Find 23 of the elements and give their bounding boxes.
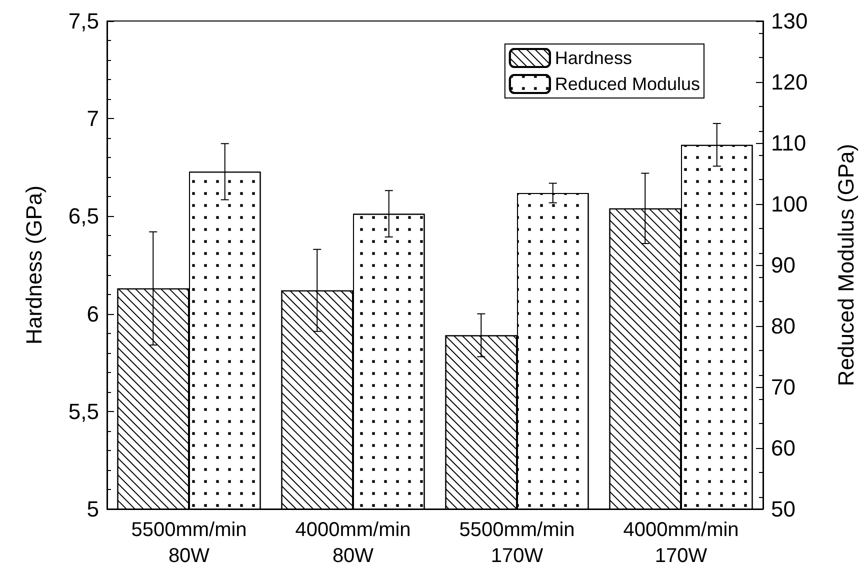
x-tick-label: 5500mm/min 80W <box>131 519 247 567</box>
y2-tick-label: 60 <box>771 436 796 460</box>
y-tick-label: 6,5 <box>68 204 99 229</box>
y-tick-label: 7,5 <box>68 8 99 34</box>
y2-axis-title: Reduced Modulus (GPa) <box>834 144 858 386</box>
x-tick-label: 4000mm/min 170W <box>623 519 739 567</box>
y-tick-label: 5,5 <box>68 398 99 424</box>
y2-tick-label: 90 <box>771 252 796 278</box>
legend-label: Reduced Modulus <box>554 74 700 94</box>
y2-tick-label: 100 <box>771 192 808 216</box>
y2-tick-label: 80 <box>771 314 796 338</box>
y-tick-label: 5 <box>86 496 99 522</box>
y2-tick-label: 110 <box>771 130 806 156</box>
y2-tick-label: 70 <box>771 374 796 400</box>
y-tick-label: 6 <box>86 301 99 326</box>
y-tick-label: 7 <box>86 106 99 132</box>
x-tick-label: 5500mm/min 170W <box>459 519 575 567</box>
y-axis-title: Hardness (GPa) <box>22 186 46 344</box>
x-tick-label: 4000mm/min 80W <box>295 519 411 567</box>
legend-label: Hardness <box>554 48 632 68</box>
y2-tick-label: 50 <box>771 496 796 522</box>
y2-tick-label: 130 <box>771 8 808 34</box>
y2-tick-label: 120 <box>771 70 808 94</box>
